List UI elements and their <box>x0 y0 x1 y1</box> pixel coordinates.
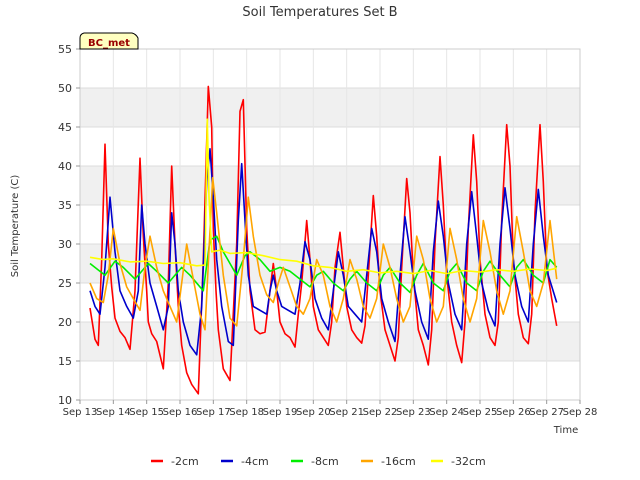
y-tick-label: 20 <box>58 316 72 329</box>
y-tick-label: 30 <box>58 238 72 251</box>
x-tick-label: Sep 24 <box>429 407 464 418</box>
x-tick-label: Sep 15 <box>129 407 164 418</box>
y-tick-label: 15 <box>58 355 72 368</box>
y-tick-label: 10 <box>58 394 72 407</box>
badge-shape <box>79 32 139 50</box>
x-tick-label: Sep 17 <box>196 407 231 418</box>
x-tick-label: Sep 14 <box>96 407 131 418</box>
y-axis-label: Soil Temperature (C) <box>10 175 21 278</box>
plot-band <box>80 322 580 361</box>
x-tick-label: Sep 13 <box>63 407 98 418</box>
x-tick-label: Sep 22 <box>363 407 398 418</box>
x-tick-label: Sep 21 <box>329 407 364 418</box>
x-tick-label: Sep 19 <box>263 407 298 418</box>
series-line-8cmcm <box>89 235 558 294</box>
x-tick-label: Sep 28 <box>563 407 598 418</box>
legend-label: -32cm <box>451 455 486 468</box>
plot-background <box>80 49 580 400</box>
axes <box>79 48 581 401</box>
plot-band <box>80 244 580 283</box>
y-tick-label: 25 <box>58 277 72 290</box>
x-tick-label: Sep 20 <box>296 407 331 418</box>
series-group <box>89 85 558 395</box>
grid-lines <box>79 48 581 401</box>
plot-band <box>80 88 580 127</box>
plot-frame <box>79 48 581 401</box>
y-tick-label: 45 <box>58 121 72 134</box>
legend: -2cm -4cm -8cm -16cm -32cm <box>151 455 486 468</box>
legend-label: -2cm <box>171 455 199 468</box>
series-line-32cmcm <box>89 118 557 275</box>
plot-band <box>80 166 580 205</box>
series-line-16cmcm <box>89 176 558 331</box>
y-tick-label: 50 <box>58 82 72 95</box>
x-tick-label: Sep 23 <box>396 407 431 418</box>
x-axis-label: Time <box>553 425 578 436</box>
x-tick-label: Sep 26 <box>496 407 531 418</box>
x-tick-label: Sep 25 <box>463 407 498 418</box>
badge-label: BC_met <box>88 38 130 49</box>
legend-label: -16cm <box>381 455 416 468</box>
series-line-4cmcm <box>89 148 558 356</box>
y-tick-label: 40 <box>58 160 72 173</box>
y-tick-label: 55 <box>58 43 72 56</box>
legend-label: -8cm <box>311 455 339 468</box>
x-tick-label: Sep 18 <box>229 407 264 418</box>
station-badge: BC_met <box>79 32 139 50</box>
legend-label: -4cm <box>241 455 269 468</box>
y-tick-label: 35 <box>58 199 72 212</box>
chart-title: Soil Temperatures Set B <box>242 5 397 20</box>
x-tick-label: Sep 16 <box>163 407 198 418</box>
x-tick-label: Sep 27 <box>529 407 564 418</box>
